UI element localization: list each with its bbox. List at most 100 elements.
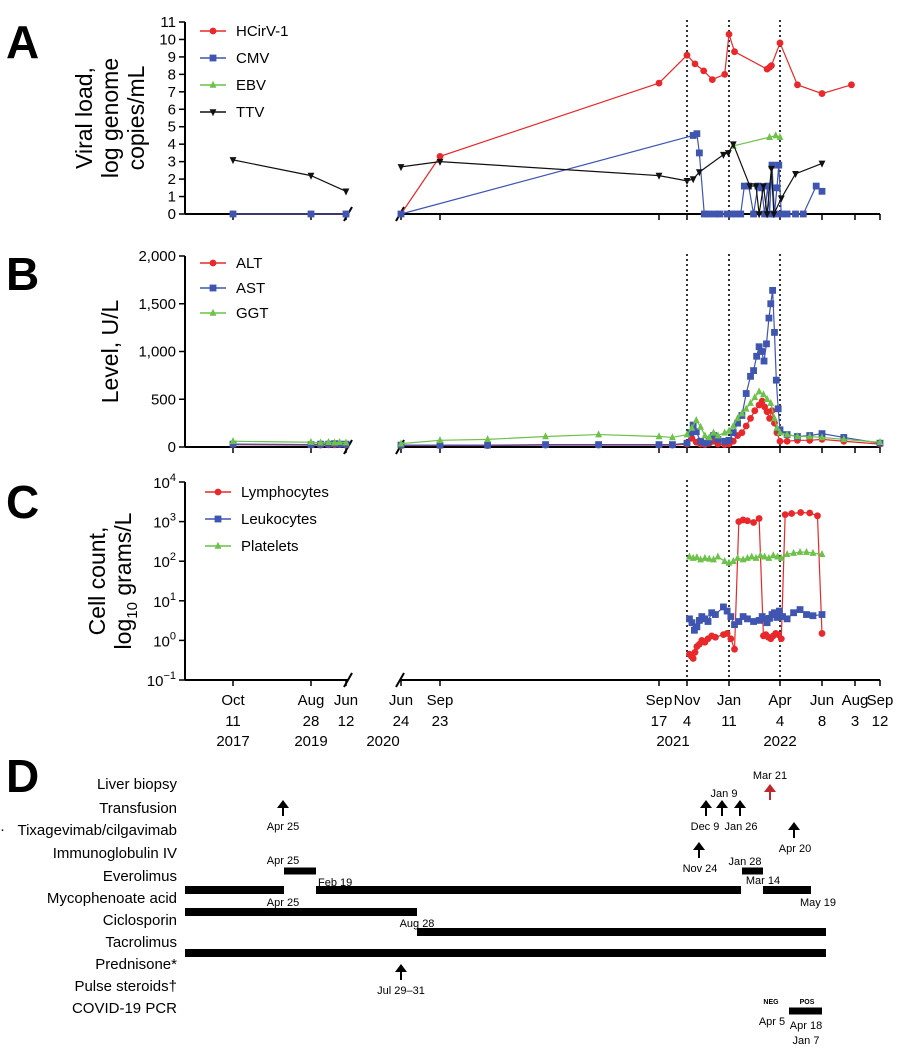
panel-b-ast-point [229,440,237,448]
timeline-annotation-pcr-pos-date: Apr 18 [790,1020,822,1032]
x-year-label: 2022 [763,733,796,750]
panel-b-ggt-point [747,398,754,406]
panel-c-lymphocytes-point [781,511,789,519]
panel-b-alt-point [738,429,746,437]
panel-c-platelets-point [809,548,817,556]
panel-b-ast-point [755,343,763,351]
panel-c-platelets-point [729,557,737,564]
panel-b-ast-point [687,429,695,437]
panel-b-ggt-point [701,431,709,439]
panel-b-ggt-point [336,438,343,446]
panel-a-ttv-point [818,160,826,168]
panel-b-y-tick-label: 500 [151,391,176,408]
panel-c-legend-marker-lymphocytes [214,488,222,496]
panel-a-cmv-point [723,210,731,218]
panel-a-ttv-point [755,211,763,219]
transfusion-arrow-4 [734,800,746,816]
x-tick-month: Sep [867,692,894,709]
panel-a-hcirv-1-point [731,48,738,56]
panel-b-ggt-point [542,432,549,440]
x-year-label: 2017 [216,733,249,750]
panel-a-ttv-point [746,183,754,191]
panel-b-ggt-point [738,409,746,417]
panel-b-ast-point [655,441,663,449]
panel-b-ggt-point [734,414,742,422]
panel-b-ggt-point [484,435,491,443]
panel-a-cmv-point [818,187,826,195]
panel-a-ttv-line-1 [232,159,347,192]
panel-b-ggt-point [818,433,826,441]
panel-a-ttv-point [729,141,737,149]
timeline-row-label-transfusion: Transfusion [99,800,177,817]
panel-a-ttv-point [770,211,778,219]
panel-c-lymphocytes-point [797,509,805,516]
panel-a-series-cmv [229,130,826,218]
x-tick-month: Aug [842,692,869,709]
panel-a-y-tick-label: 7 [168,84,176,101]
panel-a-cmv-point [728,210,735,218]
panel-c-lymphocytes-point [731,645,738,653]
panel-a-cmv-point [732,210,740,218]
panel-c-platelets-point [705,554,713,562]
panel-a-hcirv-1-point [767,62,775,70]
panel-b-series-ast [229,286,884,449]
panel-b-ggt-point [776,428,784,436]
panel-a-ttv-point [720,151,727,159]
panel-b-ggt-point [771,414,778,422]
panel-c-legend-label-platelets: Platelets [241,538,299,555]
panel-b-ggt-point [721,428,729,436]
panel-b-ast-point [701,439,709,447]
panel-b-alt-point [783,437,791,445]
panel-c-lymphocytes-point [744,517,751,525]
x-tick-day: 8 [818,713,826,730]
panel-b-y-tick-label: 2,000 [138,248,176,265]
transfusion-arrow-2-head [700,800,712,808]
panel-a-y-tick-label: 5 [168,119,176,136]
panel-c-platelets-point [818,550,826,558]
panel-a-cmv-point [342,210,350,218]
panel-c-leukocytes-point [818,611,826,618]
panel-b-y-tick-label: 1,000 [138,344,176,361]
panel-a-y-tick-label: 9 [168,49,176,66]
panel-c-y-tick-label: 104 [153,472,176,492]
panel-c-legend: Lymphocytes Leukocytes Platelets [205,484,329,555]
panel-a-cmv-point [695,149,703,157]
panel-c-platelets-point [765,553,773,561]
timeline-row-label-ciclosporin: Ciclosporin [103,912,177,929]
panel-b-y-tick-label: 1,500 [138,296,176,313]
immunoglobulin-arrow [693,842,705,858]
panel-c-platelets-point [693,553,701,561]
panel-b-ggt-point [595,430,603,438]
panel-a-hcirv-1-line-2 [400,34,852,215]
transfusion-arrow-3 [716,800,728,816]
panel-a-ttv-point [777,195,785,203]
tixagevimab-arrow-head [788,822,800,830]
x-tick-day: 11 [225,713,241,730]
panel-c-leukocytes-point [744,615,751,623]
panel-a-legend-marker-hcirv-1 [209,27,217,35]
timeline-row-label-tacrolimus: Tacrolimus [105,934,177,951]
timeline-annotation-ciclosporin-end: Aug 28 [400,918,435,930]
panel-a-y-label-line-1: Viral load, [71,67,97,169]
transfusion-arrow-1-head [277,800,289,808]
panel-a-legend: HCirV-1 CMV EBV TTV [200,23,289,121]
panel-b-ggt-point [692,416,700,424]
panel-c-legend-marker-leukocytes [214,515,222,523]
panel-c-y-label-line-1: Cell count, [84,527,110,636]
panel-c-series-platelets [686,547,826,566]
x-tick-month: Nov [674,692,701,709]
panel-b-ggt-point [714,431,722,439]
panel-b-liver-enzymes: 0 500 1,000 1,500 2,000 ALT AST GGT Level, U/L [97,248,884,456]
panel-b-alt-point [776,437,784,445]
panel-letter-b: B [6,248,39,300]
panel-a-cmv-point [768,161,776,169]
panel-b-legend-label-ggt: GGT [236,305,269,322]
panel-c-platelets-point [701,553,709,561]
panel-a-cmv-point [783,210,791,218]
panel-b-ggt-point [763,395,771,403]
transfusion-arrow-2 [700,800,712,816]
panel-b-y-tick-label: 0 [168,439,176,456]
panel-c-legend-label-leukocytes: Leukocytes [241,511,317,528]
panel-b-ggt-point [729,421,737,429]
timeline-annotation-transfusion-4: Jan 26 [724,821,757,833]
